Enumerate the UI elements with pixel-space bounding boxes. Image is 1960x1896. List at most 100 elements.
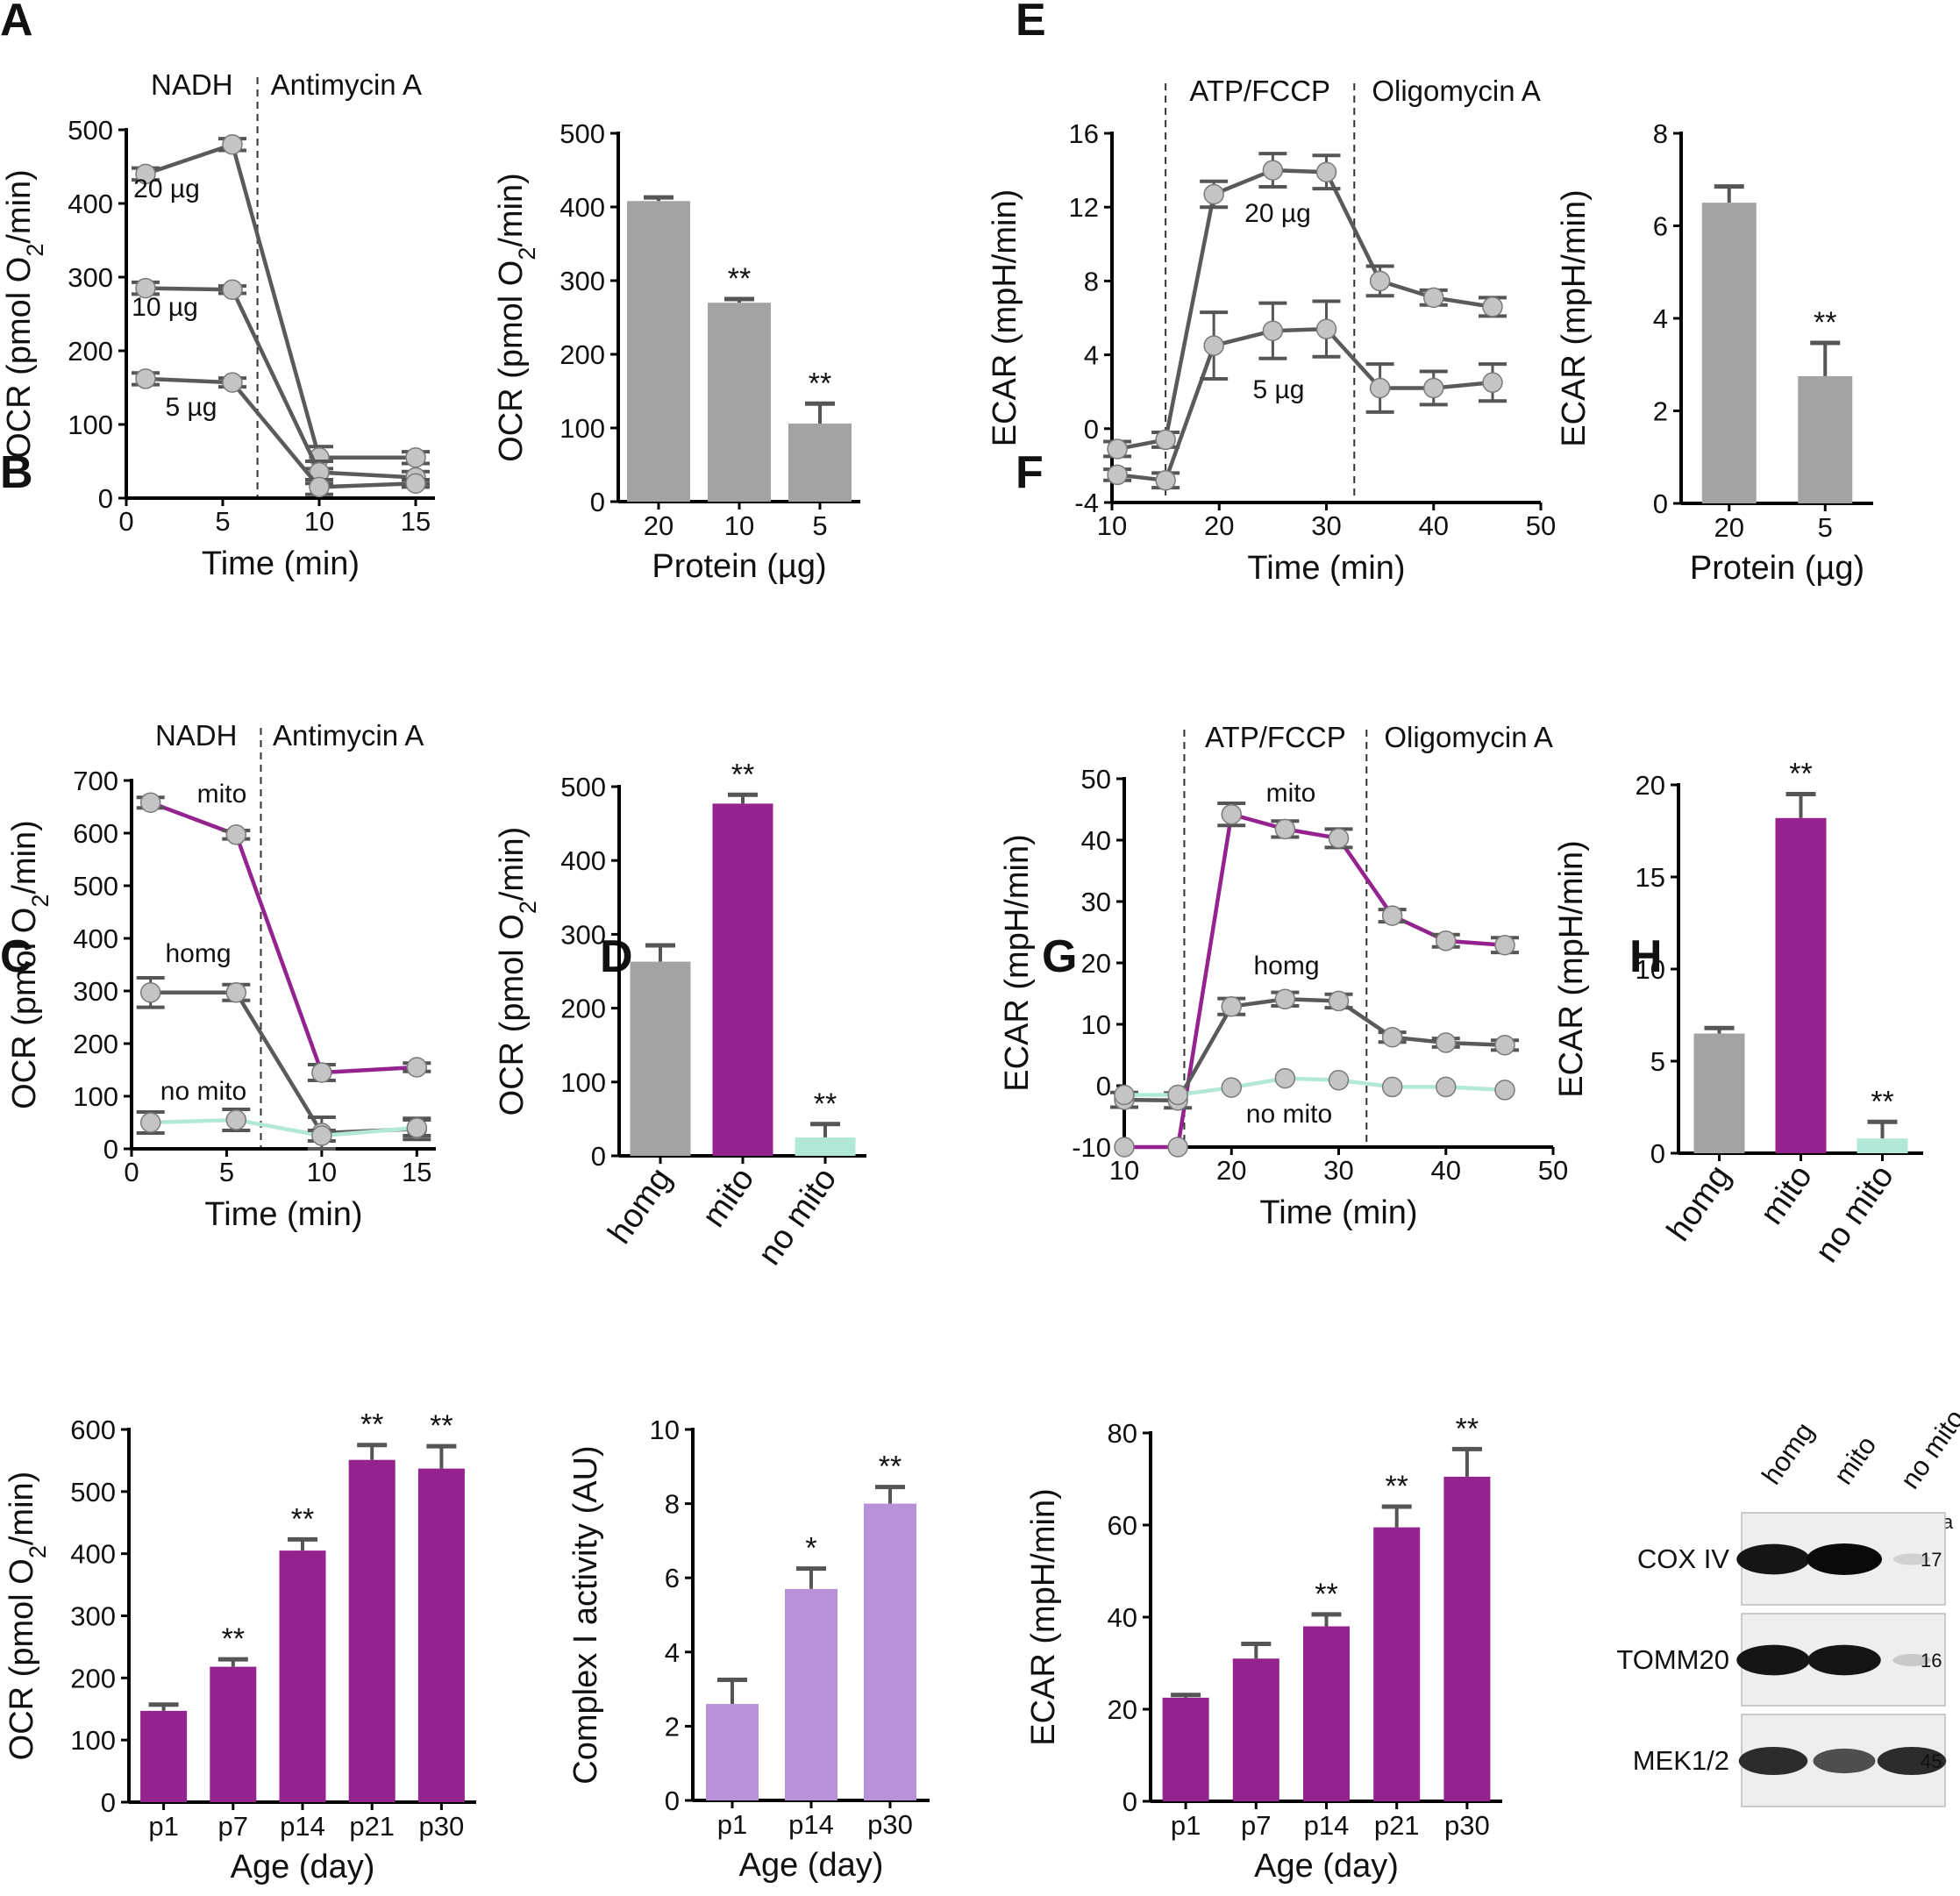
significance-marker: **	[1871, 1085, 1893, 1118]
series-20-g: 20 µg	[132, 134, 430, 471]
x-axis-title: Time (min)	[1247, 550, 1405, 587]
data-point	[1167, 1137, 1188, 1158]
y-tick-label: 6	[665, 1563, 680, 1593]
bar-group-5: 5 **	[1798, 306, 1853, 543]
data-point	[1423, 377, 1444, 399]
data-point	[1262, 160, 1284, 181]
y-tick-label: 0	[1650, 1138, 1665, 1169]
y-tick-label: 0	[1084, 414, 1099, 445]
x-axis-title: Age (day)	[739, 1847, 884, 1884]
panel-letter-b: B	[0, 447, 33, 498]
y-tick-label: 500	[560, 772, 606, 802]
y-tick-label: 400	[70, 1539, 116, 1570]
data-point	[1482, 296, 1503, 317]
data-point	[1369, 270, 1391, 292]
category-label: p7	[218, 1811, 248, 1842]
category-label: p21	[349, 1811, 395, 1842]
y-tick-label: 20	[1636, 770, 1665, 801]
blot-band	[1807, 1543, 1882, 1575]
x-tick-label: 0	[118, 506, 133, 537]
x-tick-label: 10	[1097, 510, 1127, 541]
significance-marker: *	[805, 1532, 816, 1565]
phase-label-antimycin-a: Antimycin A	[271, 68, 422, 101]
y-tick-label: 300	[70, 1601, 116, 1632]
y-tick-label: 400	[73, 923, 118, 954]
blot-band	[1893, 1553, 1930, 1565]
y-tick-label: 60	[1108, 1510, 1137, 1541]
x-tick-label: 5	[215, 506, 230, 537]
phase-label-nadh: NADH	[151, 68, 233, 101]
bar-group-p30: p30 **	[417, 1409, 465, 1842]
bar-group-p30: p30 **	[1443, 1412, 1491, 1841]
y-tick-label: 10	[1636, 954, 1665, 985]
series-line	[145, 376, 417, 489]
y-axis-title: OCR (pmol O2/min)	[6, 820, 53, 1109]
data-point	[1221, 803, 1242, 825]
significance-marker: **	[222, 1622, 245, 1656]
y-tick-label: 0	[665, 1786, 680, 1816]
y-tick-label: 500	[73, 871, 118, 902]
data-point	[1262, 320, 1284, 341]
data-point	[1482, 372, 1503, 393]
y-tick-label: -10	[1072, 1132, 1111, 1163]
category-label: p21	[1374, 1810, 1420, 1841]
series-no-mito: no mito	[1114, 1067, 1515, 1129]
bar	[1232, 1658, 1279, 1801]
bar-group-p1: p1	[1162, 1693, 1209, 1841]
series-label: 10 µg	[132, 293, 198, 322]
bar	[712, 803, 773, 1156]
bar-group-20: 20	[627, 195, 690, 541]
y-axis-title: ECAR (mpH/min)	[1553, 840, 1590, 1097]
data-point	[1274, 988, 1296, 1010]
bar	[706, 1704, 759, 1800]
bar-group-p7: p7	[1232, 1641, 1279, 1841]
category-label: 20	[1714, 512, 1744, 543]
y-tick-label: 200	[68, 336, 113, 367]
series-label: 5 µg	[166, 393, 217, 422]
x-tick-label: 5	[219, 1157, 234, 1187]
y-tick-label: 0	[1096, 1071, 1111, 1101]
x-tick-label: 50	[1526, 510, 1556, 541]
category-label: p1	[1171, 1810, 1201, 1841]
bar-group-mito: mito **	[695, 758, 773, 1234]
x-tick-label: 50	[1538, 1155, 1568, 1186]
chart-a-line: NADH Antimycin A 0 100 200 300 400 500 0 5 10 15 Tim…	[1, 68, 435, 582]
blot-band	[1877, 1746, 1947, 1776]
y-tick-label: 0	[101, 1787, 116, 1818]
blot-band	[1813, 1748, 1876, 1774]
significance-marker: **	[1814, 306, 1836, 339]
x-axis-title: Protein (µg)	[652, 548, 826, 585]
y-tick-label: 200	[560, 994, 606, 1024]
y-tick-label: 100	[560, 1067, 606, 1098]
bar	[708, 303, 771, 502]
data-point	[1328, 990, 1350, 1012]
x-tick-label: 30	[1323, 1155, 1353, 1186]
x-tick-label: 30	[1311, 510, 1341, 541]
y-tick-label: 0	[103, 1134, 118, 1165]
data-point	[1381, 1026, 1403, 1048]
data-point	[135, 368, 156, 389]
category-label: p14	[1304, 1810, 1350, 1841]
x-tick-label: 10	[307, 1157, 337, 1187]
data-point	[222, 372, 243, 393]
data-point	[1315, 161, 1337, 182]
bar	[279, 1550, 326, 1802]
y-tick-label: 0	[590, 487, 605, 517]
bar	[1857, 1138, 1908, 1153]
data-point	[1107, 438, 1128, 460]
bar-group-5: 5 **	[788, 367, 852, 541]
bar-group-p14: p14 **	[279, 1502, 326, 1842]
data-point	[135, 163, 156, 185]
series-line	[145, 286, 417, 480]
y-tick-label: 200	[70, 1663, 116, 1693]
significance-marker: **	[879, 1451, 902, 1484]
data-point	[309, 476, 330, 498]
y-tick-label: 300	[68, 262, 113, 293]
series-label: homg	[1253, 952, 1319, 980]
y-tick-label: 12	[1069, 192, 1099, 223]
data-point	[1494, 1080, 1515, 1101]
chart-d-bar: 0 2 4 6 8 10 Age (day) Complex I activity (AU) p…	[567, 1415, 930, 1884]
significance-marker: **	[1789, 758, 1812, 791]
bar	[1443, 1476, 1491, 1801]
bar	[627, 201, 690, 502]
